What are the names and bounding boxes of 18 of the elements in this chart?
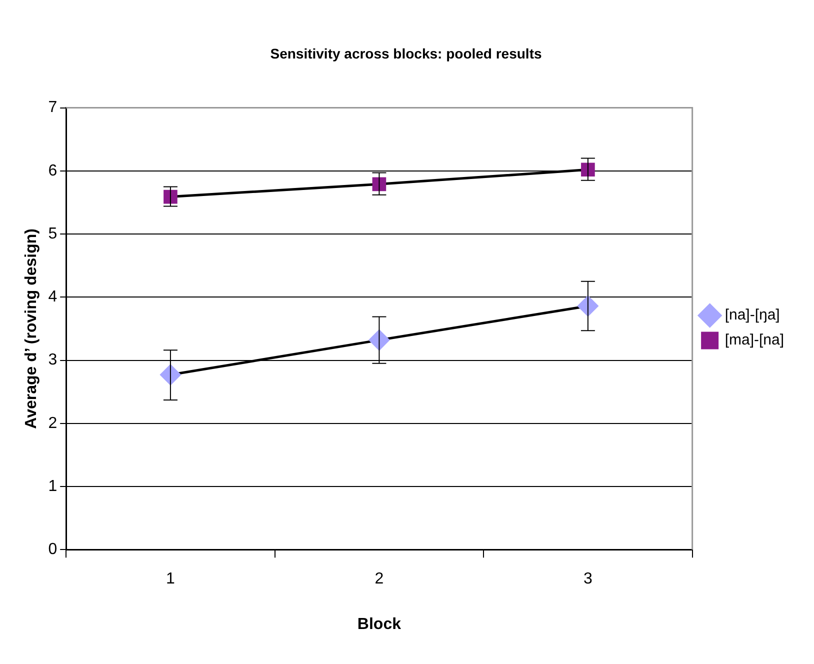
y-tick-label: 7 — [48, 99, 58, 116]
y-axis-title: Average d’ (roving design) — [23, 228, 40, 429]
x-tick-label: 3 — [583, 570, 592, 588]
chart-title: Sensitivity across blocks: pooled results — [270, 45, 542, 62]
y-tick-label: 6 — [48, 162, 58, 180]
y-tick-label: 2 — [48, 414, 58, 432]
point — [372, 177, 386, 192]
y-tick-label: 0 — [48, 541, 58, 558]
point — [581, 162, 595, 177]
x-tick-label: 1 — [166, 570, 176, 588]
legend-label: [ma]-[na] — [724, 332, 784, 349]
y-tick-label: 1 — [48, 478, 58, 495]
y-tick-label: 4 — [48, 288, 58, 306]
x-tick-label: 2 — [374, 570, 384, 588]
y-tick-label: 3 — [48, 352, 58, 369]
legend-label: [na]-[ŋa] — [724, 306, 780, 324]
x-axis-title: Block — [357, 616, 402, 633]
y-tick-label: 5 — [48, 225, 58, 242]
